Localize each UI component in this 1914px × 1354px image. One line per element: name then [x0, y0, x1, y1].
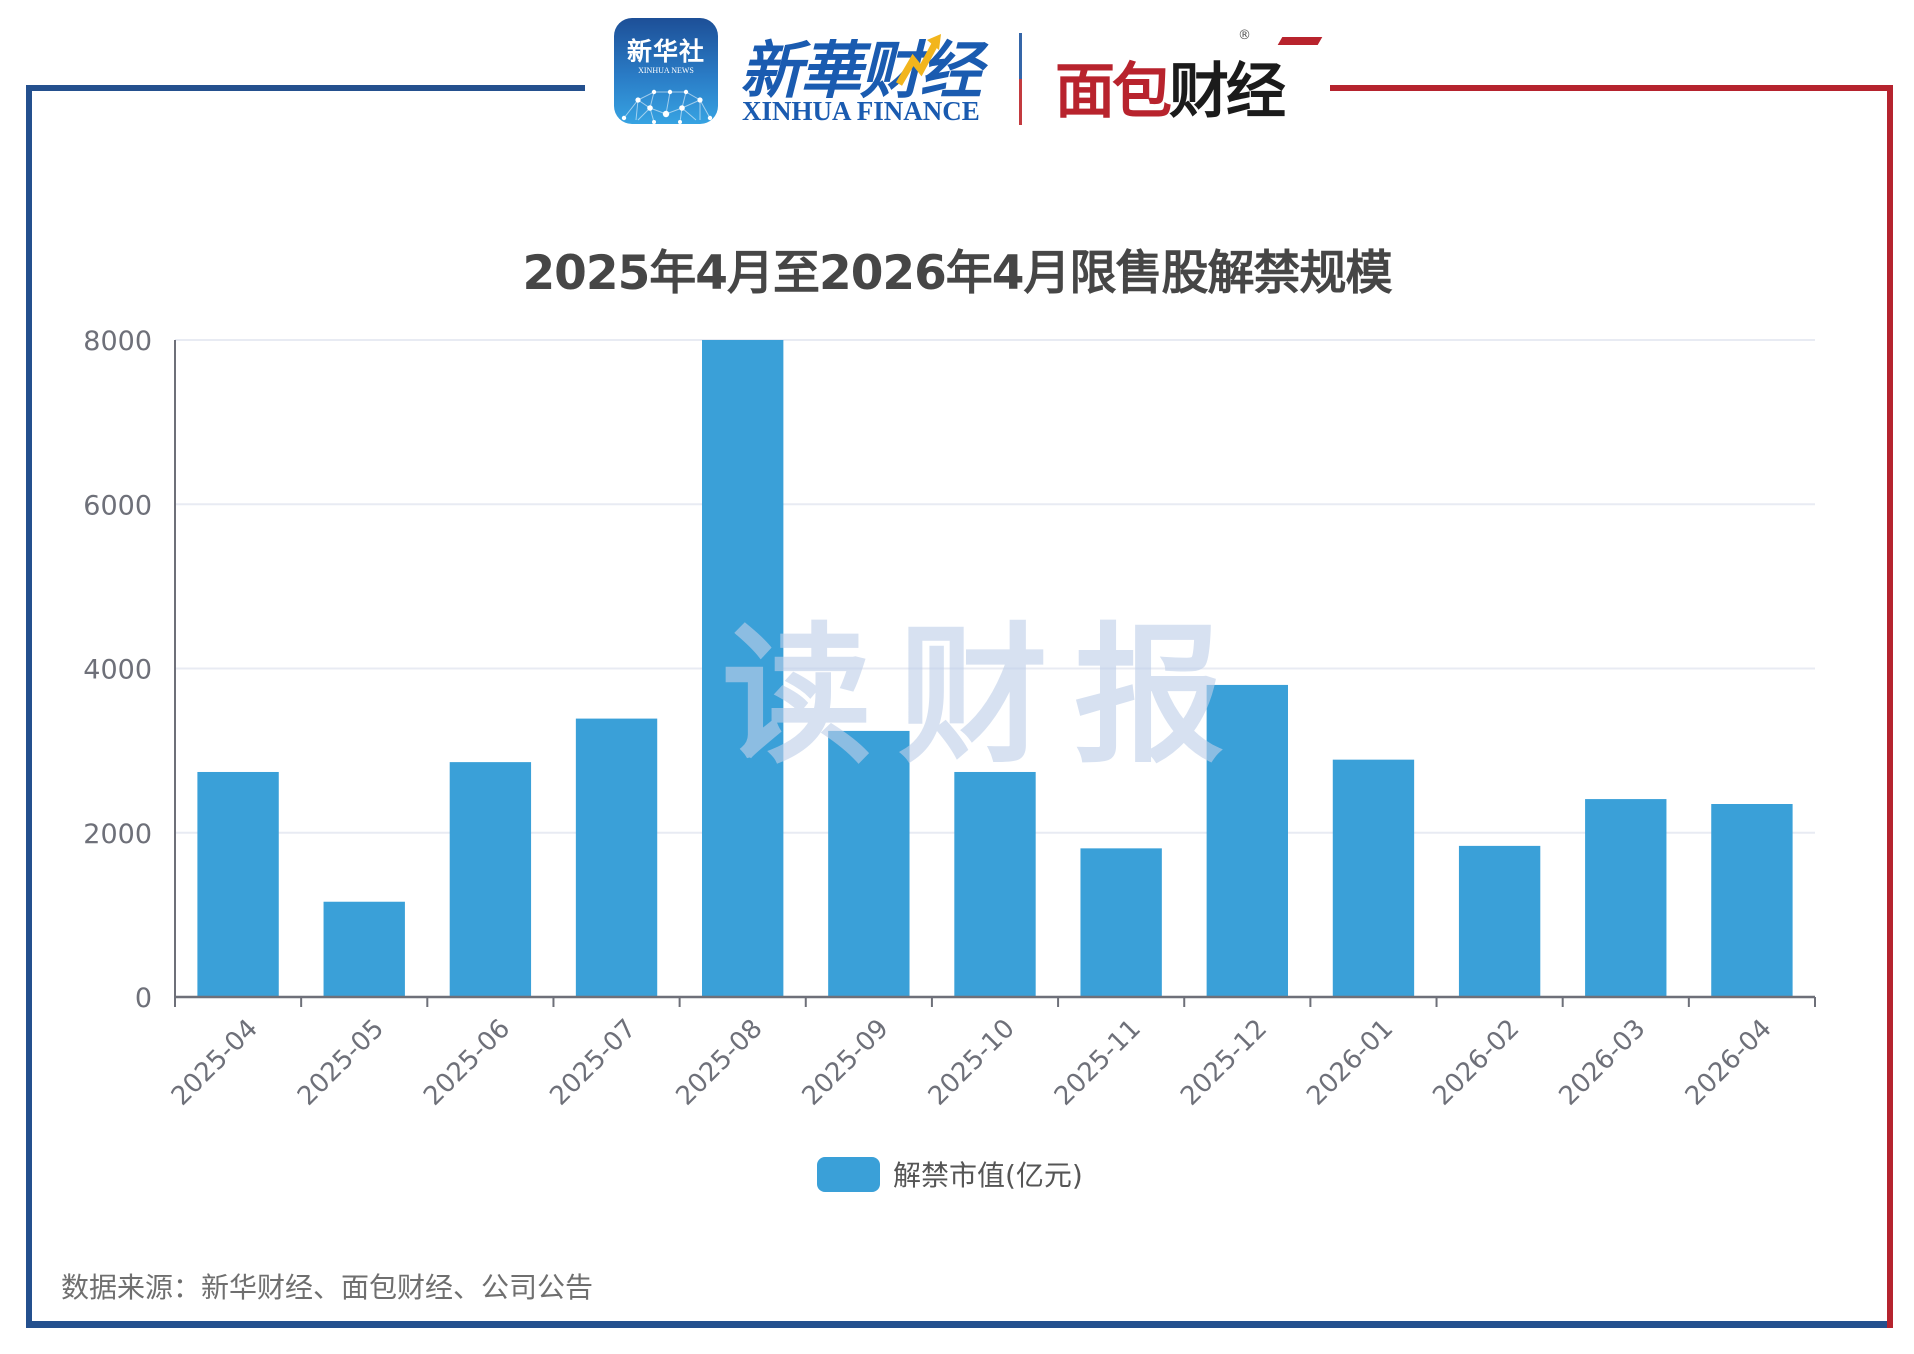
- y-tick-label: 4000: [83, 655, 152, 686]
- bar[interactable]: [1080, 848, 1162, 997]
- x-tick-label: 2025-07: [544, 1014, 642, 1112]
- x-tick-label: 2025-09: [797, 1014, 895, 1112]
- x-tick-label: 2025-12: [1175, 1014, 1273, 1112]
- bar[interactable]: [197, 771, 279, 997]
- xinhua-finance-en: XINHUA FINANCE: [742, 96, 980, 126]
- xinhua-finance-logo: 新華财经 XINHUA FINANCE: [740, 20, 982, 130]
- frame-bottom-blue-line: [26, 1321, 1893, 1328]
- x-tick-label: 2025-10: [923, 1014, 1021, 1112]
- legend-swatch: [817, 1156, 880, 1192]
- bar[interactable]: [1585, 799, 1667, 997]
- frame-top-right-red-line: [1330, 85, 1893, 91]
- y-tick-label: 8000: [83, 326, 152, 357]
- mianbao-finance-logo: ® 面包财经: [1055, 25, 1323, 127]
- network-dots-icon: [621, 89, 713, 124]
- bar[interactable]: [575, 718, 658, 997]
- x-tick-label: 2025-11: [1049, 1014, 1147, 1112]
- bar[interactable]: [449, 762, 532, 997]
- bar[interactable]: [702, 340, 784, 997]
- x-tick-label: 2026-04: [1680, 1014, 1778, 1112]
- xinhua-finance-cn: 新華财经: [740, 34, 982, 107]
- legend-label: 解禁市值(亿元): [893, 1159, 1083, 1192]
- chart-title: 2025年4月至2026年4月限售股解禁规模: [522, 246, 1392, 301]
- legend[interactable]: 解禁市值(亿元): [817, 1156, 1083, 1192]
- registered-mark: ®: [1238, 28, 1251, 43]
- y-tick-label: 6000: [83, 490, 152, 521]
- xinhua-app-en: XINHUA NEWS: [638, 66, 694, 75]
- bar[interactable]: [323, 901, 405, 997]
- xinhua-news-logo-icon: 新华社 XINHUA NEWS: [614, 18, 718, 124]
- x-tick-label: 2026-03: [1554, 1014, 1652, 1112]
- x-tick-label: 2025-08: [670, 1014, 768, 1112]
- frame-right-red-line: [1887, 85, 1893, 1328]
- y-tick-label: 0: [135, 983, 152, 1014]
- frame-top-left-blue-line: [26, 85, 585, 91]
- bar[interactable]: [1332, 759, 1415, 997]
- mianbao-red-text: 面包: [1055, 57, 1172, 127]
- bar[interactable]: [1711, 804, 1793, 997]
- x-tick-label: 2026-01: [1301, 1014, 1399, 1112]
- bar[interactable]: [1206, 684, 1288, 997]
- bar[interactable]: [954, 771, 1036, 997]
- y-tick-label: 2000: [83, 819, 152, 850]
- xinhua-app-cn: 新华社: [626, 37, 705, 66]
- x-tick-label: 2025-06: [418, 1014, 516, 1112]
- rising-arrow-icon: [895, 34, 941, 86]
- frame-left-blue-line: [26, 85, 32, 1328]
- bar[interactable]: [1458, 845, 1541, 997]
- x-tick-label: 2025-05: [292, 1014, 390, 1112]
- data-source-note: 数据来源：新华财经、面包财经、公司公告: [61, 1271, 594, 1304]
- x-tick-label: 2025-04: [166, 1014, 264, 1112]
- logo-divider: [1019, 33, 1022, 125]
- mianbao-black-text: 财经: [1169, 57, 1286, 127]
- bar[interactable]: [828, 730, 910, 997]
- x-tick-label: 2026-02: [1427, 1014, 1525, 1112]
